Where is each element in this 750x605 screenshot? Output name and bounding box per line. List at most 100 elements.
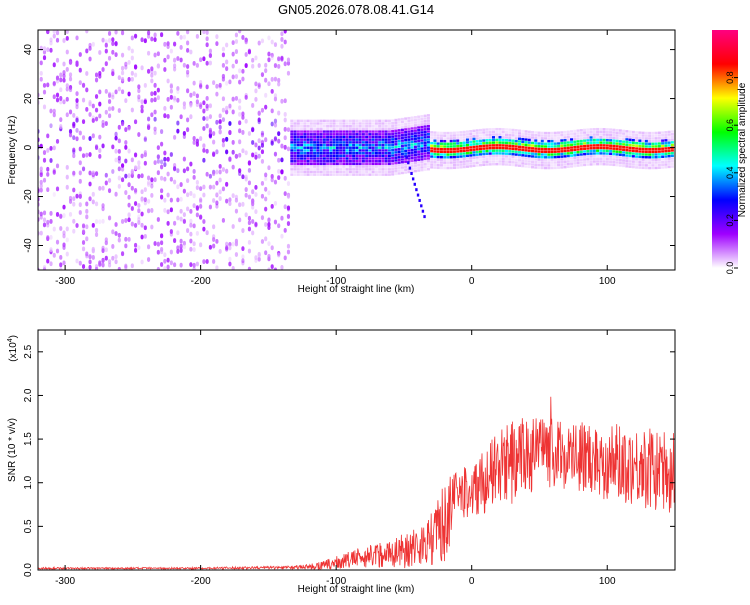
spectrogram-cell [592,149,596,152]
spectrogram-cell [81,97,86,103]
spectrogram-cell [339,125,343,128]
spectrogram-cell [182,62,186,68]
spectrogram-cell [335,170,339,174]
spectrogram-cell [124,236,128,242]
spectrogram-cell [488,146,492,150]
spectrogram-cell [192,247,196,253]
spectrogram-cell [443,139,447,143]
spectrogram-cell [257,63,261,68]
spectrogram-cell [280,157,284,163]
spectrogram-cell [544,131,548,135]
spectrogram-cell [62,213,66,218]
spectrogram-cell [667,165,671,169]
spectrogram-cell [355,168,359,171]
spectrogram-cell [374,125,378,128]
spectrogram-cell [137,88,141,94]
spectrogram-cell [137,84,141,90]
spectrogram-cell [273,136,278,142]
spectrogram-cell [648,156,652,159]
spectrogram-cell [306,157,310,160]
spectrogram-cell [446,164,450,167]
spectrogram-cell [65,237,69,243]
spectrogram-cell [381,133,385,136]
spectrogram-cell [176,245,180,251]
spectrogram-cell [345,138,349,141]
spectrogram-cell [335,146,339,149]
spectrogram-cell [417,142,421,145]
spectrogram-cell [605,157,609,161]
spectrogram-cell [397,121,401,124]
spectrogram-cell [586,149,590,153]
spectrogram-cell [153,241,157,246]
spectrogram-cell [452,131,456,135]
spectrogram-cell [280,264,284,270]
spectrogram-cell [98,50,102,55]
spectrogram-cell [85,251,89,257]
spectrogram-cell [120,30,125,36]
spectrogram-cell [267,222,271,227]
spectrogram-cell [293,157,297,160]
spectrogram-cell [589,157,593,161]
spectrogram-cell [319,146,323,149]
spectrogram-cell [657,158,661,161]
spectrogram-cell [75,98,79,103]
spectrogram-cell [661,152,665,156]
spectrogram-cell [124,243,128,249]
spectrogram-cell [182,212,186,218]
spectrogram-cell [394,159,398,162]
spectrogram-cell [436,163,440,167]
spectrogram-cell [433,163,437,167]
spectrogram-cell [137,208,141,214]
spectrogram-cell [257,145,261,151]
spectrogram-cell [313,130,317,133]
spectrogram-cell [423,163,427,166]
spectrogram-cell [426,151,430,155]
spectrogram-cell [524,141,528,144]
spectrogram-cell [456,161,460,164]
spectrogram-cell [280,55,284,61]
spectrogram-cell [641,139,645,143]
spectrogram-cell [117,155,121,161]
spectrogram-cell [111,71,115,77]
spectrogram-cell [352,165,356,168]
spectrogram-cell [498,141,502,144]
spectrogram-cell [218,113,222,119]
spectrogram-cell [478,136,482,140]
spectrogram-cell [257,111,261,117]
spectrogram-cell [521,151,525,154]
spectrogram-cell [391,170,395,173]
spectrogram-cell [387,165,391,168]
spectrogram-cell [300,125,304,128]
spectrogram-cell [42,150,47,155]
spectrogram-cell [563,133,567,137]
spectrogram-cell [156,51,160,57]
spectrogram-cell [472,151,476,154]
spectrogram-cell [303,138,307,141]
spectrogram-cell [117,237,121,243]
spectrogram-cell [550,164,554,167]
spectrogram-cell [544,145,548,148]
spectrogram-cell [173,262,177,268]
spectrogram-cell [160,159,164,165]
spectrogram-cell [407,143,411,147]
spectrogram-cell [313,162,317,166]
spectrogram-cell [78,170,82,176]
spectrogram-cell [482,128,486,131]
spectrogram-cell [400,171,404,175]
spectrogram-cell [430,152,434,156]
spectrogram-cell [234,74,239,79]
spectrogram-cell [648,164,652,167]
spectrogram-cell [560,158,564,161]
spectrogram-cell [394,153,398,157]
snr-multiplier-label: (x104) [7,335,19,362]
spectrogram-cell [215,239,219,244]
spectrogram-cell [88,196,92,202]
spectrogram-cell [400,134,404,137]
spectrogram-cell [169,48,173,54]
spectrogram-cell [381,162,385,166]
snr-y-ticks: 0.00.51.01.52.02.5 [23,344,675,577]
spectrogram-cell [592,154,596,158]
spectrogram-cell [527,165,531,169]
spectrogram-cell [309,135,313,139]
